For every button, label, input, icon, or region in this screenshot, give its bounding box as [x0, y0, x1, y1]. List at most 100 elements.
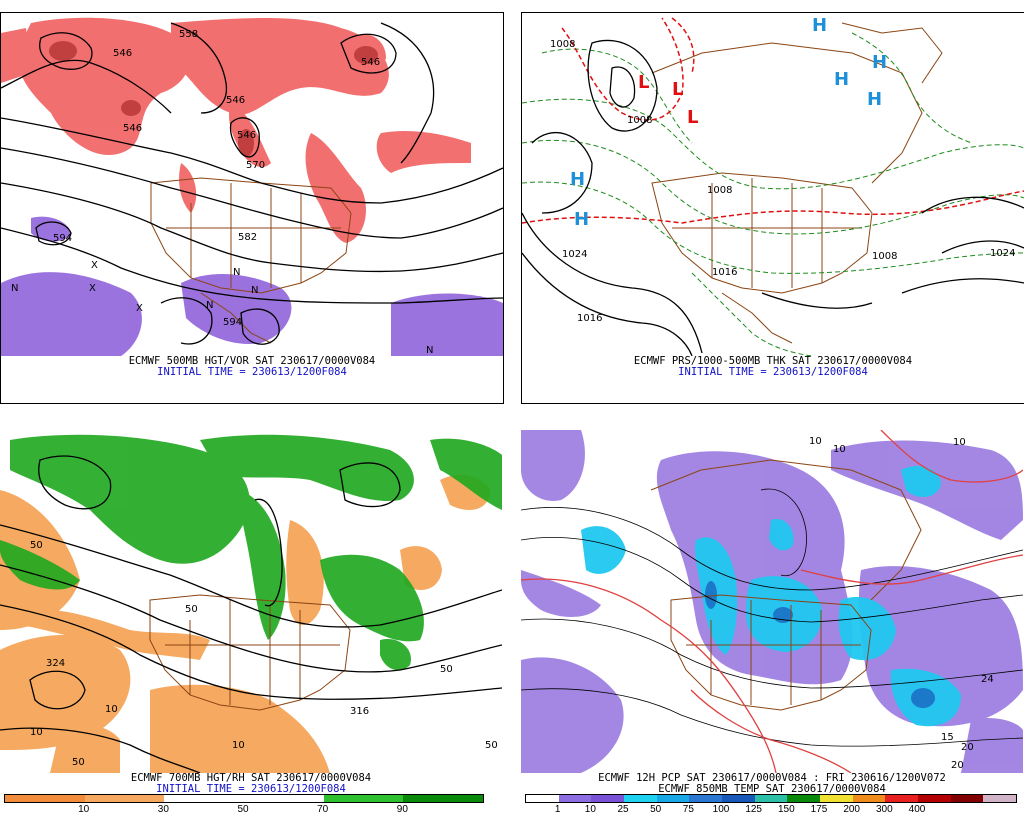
contour-label: 20 — [961, 742, 974, 753]
colorbar-segment — [819, 795, 853, 802]
low-pressure-center: L — [672, 79, 683, 100]
contour-label: 1024 — [562, 249, 587, 260]
colorbar-tick-label: 1 — [554, 804, 561, 815]
low-pressure-center: L — [687, 107, 698, 128]
vorticity-negative — [1, 216, 503, 356]
colorbar-tick-label: 70 — [317, 804, 329, 815]
contour-label: 546 — [237, 130, 256, 141]
colorbar-rh-ticks: 10 30 50 70 90 — [0, 804, 502, 815]
contour-label: 316 — [350, 706, 369, 717]
colorbar-precip: 1 10 25 50 75 100 125 150 175 200 300 400 — [521, 794, 1023, 815]
contour-label: 582 — [238, 232, 257, 243]
colorbar-tick-label: 50 — [237, 804, 249, 815]
panel-caption-title: ECMWF PRS/1000-500MB THK SAT 230617/0000… — [633, 355, 913, 367]
colorbar-segment — [689, 795, 722, 802]
contour-label: 594 — [53, 233, 72, 244]
colorbar-segment — [243, 795, 324, 802]
colorbar-segment — [885, 795, 918, 802]
vorticity-n-symbol: N — [426, 345, 433, 356]
vorticity-min-symbol: X — [91, 260, 98, 271]
colorbar-tick-label: 100 — [712, 804, 730, 815]
contour-label: 1016 — [577, 313, 602, 324]
colorbar-tick-label: 175 — [810, 804, 828, 815]
colorbar-segment — [787, 795, 820, 802]
contour-label: 10 — [232, 740, 245, 751]
contour-label: 10 — [833, 444, 846, 455]
colorbar-segment — [323, 795, 404, 802]
high-pressure-center: H — [867, 89, 882, 110]
contour-labels: 1008 1008 1024 1016 1008 1024 1016 1008 — [550, 39, 1015, 324]
contour-label: 20 — [951, 760, 964, 771]
contour-label: 1008 — [707, 185, 732, 196]
contour-label: 1008 — [627, 115, 652, 126]
panel-500mb-height-vorticity: 558 546 546 546 570 546 546 594 582 594 … — [0, 12, 504, 404]
contour-label: 15 — [941, 732, 954, 743]
colorbar-tick-label: 75 — [682, 804, 694, 815]
pressure-centers: H H H H H H L L L — [570, 15, 887, 230]
contour-label: 50 — [72, 757, 85, 768]
contour-label: 1016 — [712, 267, 737, 278]
contour-label: 10 — [809, 436, 822, 447]
low-pressure-center: L — [638, 72, 649, 93]
panel-caption-title: ECMWF 500MB HGT/VOR SAT 230617/0000V084 — [128, 355, 376, 367]
contour-label: 50 — [30, 540, 43, 551]
colorbar-segment — [721, 795, 755, 802]
contour-labels: 324 50 50 50 10 10 10 50 50 316 — [30, 540, 498, 768]
high-pressure-center: H — [574, 209, 589, 230]
vorticity-n-symbol: N — [11, 283, 18, 294]
freezing-contours — [521, 430, 1023, 773]
colorbar-segment — [917, 795, 951, 802]
map-700mb: 324 50 50 50 10 10 10 50 50 316 — [0, 430, 502, 773]
colorbar-tick-label: 50 — [650, 804, 662, 815]
colorbar-segment — [656, 795, 690, 802]
panel-precip-850mb-temp: 10 10 10 24 15 20 20 ECMWF 12H PCP SAT 2… — [521, 430, 1023, 815]
contour-labels: 10 10 10 24 15 20 20 — [809, 436, 994, 771]
contour-label: 50 — [485, 740, 498, 751]
political-borders — [650, 459, 922, 711]
high-pressure-center: H — [570, 169, 585, 190]
high-pressure-center: H — [872, 52, 887, 73]
colorbar-tick-label: 200 — [843, 804, 860, 815]
colorbar-tick-label: 300 — [875, 804, 893, 815]
colorbar-segment — [591, 795, 624, 802]
contour-labels: 558 546 546 546 570 546 546 594 582 594 — [53, 29, 380, 328]
panel-caption-init-time: INITIAL TIME = 230613/1200F084 — [157, 366, 347, 378]
contour-label: 324 — [46, 658, 65, 669]
contour-label: 24 — [981, 674, 994, 685]
contour-label: 546 — [361, 57, 380, 68]
colorbar-tick-label: 10 — [584, 804, 596, 815]
contour-label: 1008 — [550, 39, 575, 50]
map-precip: 10 10 10 24 15 20 20 — [521, 430, 1023, 773]
colorbar-segment — [558, 795, 592, 802]
high-pressure-center: H — [834, 69, 849, 90]
panel-caption-subtitle: ECMWF 850MB TEMP SAT 230617/0000V084 — [658, 783, 886, 795]
contour-label: 558 — [179, 29, 198, 40]
high-pressure-center: H — [812, 15, 827, 36]
panel-caption-init-time: INITIAL TIME = 230613/1200F084 — [156, 783, 346, 795]
colorbar-segment — [852, 795, 886, 802]
symbols: X X X N N N N N — [11, 260, 433, 356]
colorbar-segment — [164, 795, 244, 802]
panel-700mb-height-rh: 324 50 50 50 10 10 10 50 50 316 ECMWF 70… — [0, 430, 502, 815]
political-borders — [651, 22, 943, 344]
panel-caption-init-time: INITIAL TIME = 230613/1200F084 — [678, 366, 868, 378]
vorticity-min-symbol: X — [136, 303, 143, 314]
political-borders — [150, 177, 352, 344]
isobars — [522, 39, 1024, 356]
colorbar-tick-label: 10 — [78, 804, 90, 815]
map-precip-svg: 10 10 10 24 15 20 20 — [521, 430, 1023, 773]
panel-caption-title: ECMWF 700MB HGT/RH SAT 230617/0000V084 — [130, 772, 372, 784]
colorbar-tick-label: 125 — [745, 804, 762, 815]
thickness-540-contour — [522, 17, 1024, 224]
contour-label: 10 — [953, 437, 966, 448]
contour-label: 570 — [246, 160, 265, 171]
colorbar-tick-label: 25 — [617, 804, 629, 815]
map-pressure-svg: 1008 1008 1024 1016 1008 1024 1016 1008 … — [522, 15, 1024, 356]
vorticity-n-symbol: N — [233, 267, 240, 278]
colorbar-segment — [526, 795, 559, 802]
panel-caption-title: ECMWF 12H PCP SAT 230617/0000V084 : FRI … — [598, 772, 946, 784]
contour-label: 50 — [185, 604, 198, 615]
colorbar-rh: 10 30 50 70 90 — [0, 794, 502, 815]
colorbar-segment — [950, 795, 984, 802]
contour-label: 546 — [226, 95, 245, 106]
